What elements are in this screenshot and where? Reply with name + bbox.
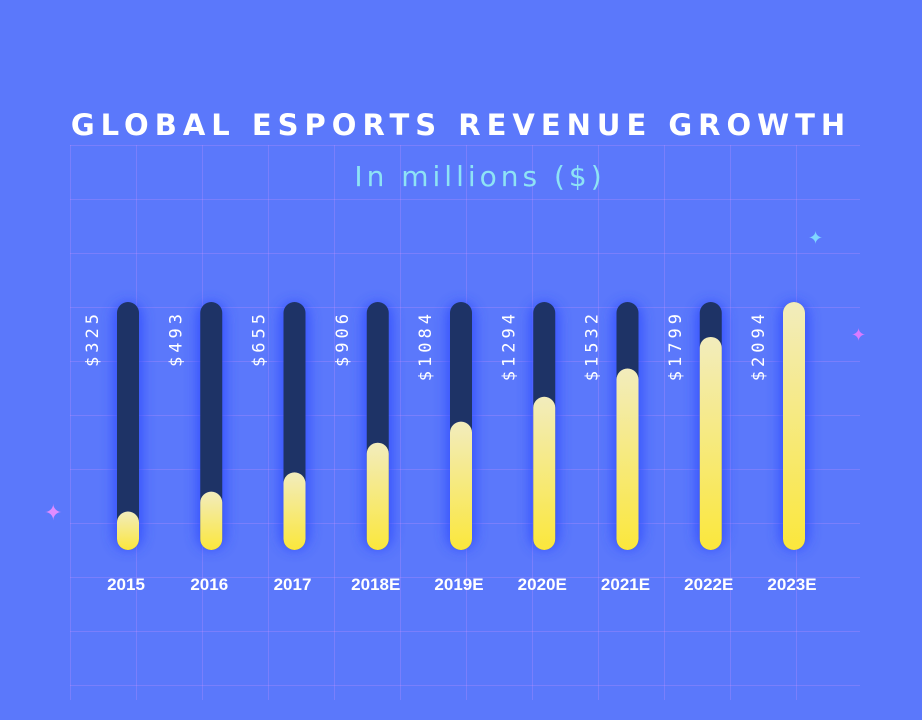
chart-subtitle: In millions ($) xyxy=(354,160,606,193)
value-label: $655 xyxy=(250,310,270,367)
bar-fill xyxy=(283,472,306,550)
bar-fill xyxy=(366,442,389,550)
value-label: $906 xyxy=(333,310,353,367)
sparkle-icon: ✦ xyxy=(44,501,63,526)
x-tick-label: 2022E xyxy=(684,575,733,594)
x-tick-label: 2019E xyxy=(434,575,483,594)
x-tick-label: 2021E xyxy=(601,575,650,594)
bar-fill xyxy=(450,421,472,550)
bar-track xyxy=(200,302,223,550)
bar-fill xyxy=(533,396,556,550)
bar-fill xyxy=(200,491,223,550)
bar-fill xyxy=(117,511,139,550)
sparkle-icon: ✦ xyxy=(808,228,824,249)
bar-fill xyxy=(699,336,722,550)
sparkle-icon: ✦ xyxy=(851,325,867,346)
x-tick-label: 2016 xyxy=(190,575,228,594)
value-label: $1532 xyxy=(583,310,603,381)
x-tick-label: 2020E xyxy=(518,575,567,594)
value-label: $1294 xyxy=(499,310,519,381)
x-tick-label: 2017 xyxy=(274,575,312,594)
value-label: $325 xyxy=(83,310,103,367)
value-label: $1799 xyxy=(666,310,686,381)
bar-fill xyxy=(783,302,805,550)
value-label: $2094 xyxy=(749,310,769,381)
x-tick-label: 2023E xyxy=(767,575,816,594)
bar-track xyxy=(117,302,139,550)
chart-title: GLOBAL ESPORTS REVENUE GROWTH xyxy=(70,108,852,142)
bar-fill xyxy=(616,368,639,550)
x-tick-label: 2018E xyxy=(351,575,400,594)
value-label: $493 xyxy=(166,310,186,367)
value-label: $1084 xyxy=(416,310,436,381)
x-tick-label: 2015 xyxy=(107,575,145,594)
